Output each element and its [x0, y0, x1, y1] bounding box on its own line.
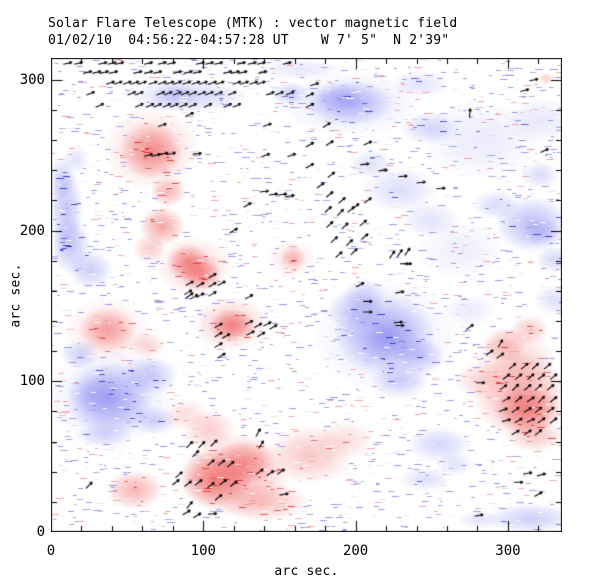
y-tick-label: 100: [19, 373, 45, 390]
plot-subtitle: 01/02/10 04:56:22-04:57:28 UT W 7' 5" N …: [48, 33, 450, 48]
x-tick-label: 300: [495, 543, 521, 559]
x-tick-label: 100: [190, 543, 216, 559]
x-tick-label: 0: [46, 543, 56, 559]
y-axis-label: arc sec.: [8, 263, 24, 328]
x-tick-label: 200: [342, 543, 369, 559]
magnetogram-canvas: [51, 58, 562, 532]
y-tick-label: 300: [19, 71, 45, 88]
y-tick-label: 200: [19, 222, 45, 239]
y-tick-label: 0: [36, 524, 45, 540]
x-axis-label: arc sec.: [274, 564, 339, 579]
plot-title: Solar Flare Telescope (MTK) : vector mag…: [48, 16, 458, 31]
